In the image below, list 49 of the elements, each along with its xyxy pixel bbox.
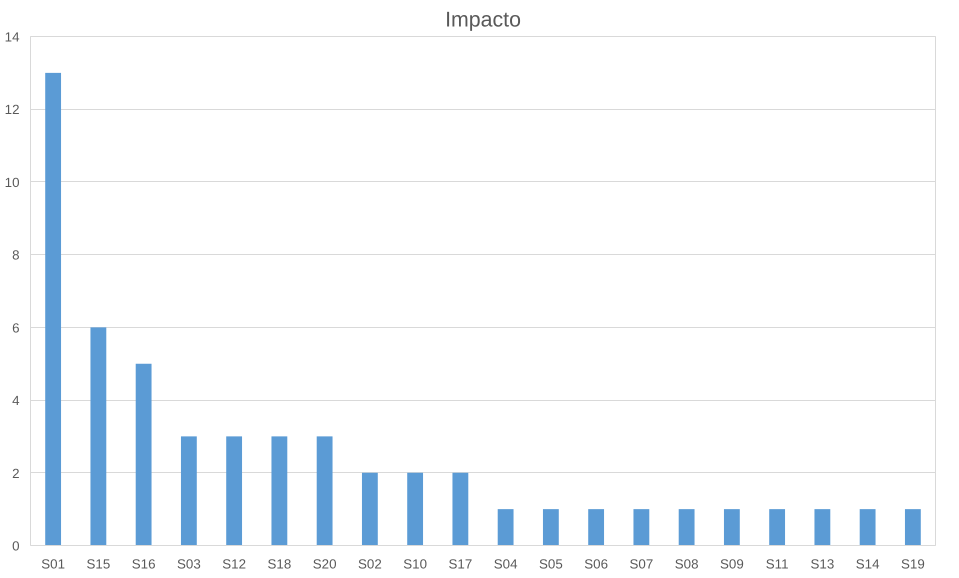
- y-tick-label: 12: [4, 102, 20, 118]
- x-tick-label: S09: [720, 556, 744, 572]
- bar: [860, 509, 876, 546]
- x-tick-label: S07: [630, 556, 654, 572]
- bar: [407, 472, 424, 546]
- x-tick-label: S04: [494, 556, 518, 572]
- x-tick-label: S12: [222, 556, 246, 572]
- bar: [362, 472, 378, 546]
- y-tick-label: 10: [4, 174, 20, 190]
- x-tick-label: S03: [177, 556, 201, 572]
- x-tick-label: S11: [766, 556, 788, 572]
- bar: [588, 509, 604, 546]
- x-tick-label: S06: [584, 556, 608, 572]
- y-tick-label: 0: [12, 538, 20, 554]
- x-tick-label: S15: [86, 556, 110, 572]
- bar: [904, 509, 921, 546]
- bar: [180, 436, 197, 546]
- x-tick-label: S13: [810, 556, 834, 572]
- bar: [90, 327, 106, 546]
- bar: [542, 509, 559, 546]
- y-tick-label: 4: [12, 393, 20, 408]
- bar: [136, 364, 152, 546]
- x-tick-label: S17: [448, 556, 472, 572]
- y-tick-label: 8: [12, 248, 20, 263]
- bar: [814, 509, 830, 546]
- bar: [45, 72, 62, 546]
- x-tick-label: S20: [312, 556, 336, 572]
- x-tick-label: S01: [41, 556, 65, 572]
- bar: [724, 509, 740, 546]
- chart-title: Impacto: [445, 8, 521, 32]
- bar: [271, 436, 288, 546]
- x-tick-label: S10: [403, 556, 427, 572]
- x-tick-label: S14: [856, 556, 880, 572]
- bar: [316, 436, 333, 546]
- y-tick-label: 6: [12, 320, 20, 336]
- bar: [633, 509, 650, 546]
- x-tick-label: S19: [901, 556, 925, 572]
- x-tick-label: S18: [268, 556, 292, 572]
- y-tick-label: 2: [12, 466, 20, 481]
- y-tick-label: 14: [4, 30, 20, 44]
- x-tick-label: S02: [358, 556, 382, 572]
- x-tick-label: S05: [539, 556, 563, 572]
- bar: [452, 472, 468, 546]
- bar: [226, 436, 242, 546]
- bar: [678, 509, 695, 546]
- x-tick-label: S08: [674, 556, 698, 572]
- bar: [498, 509, 514, 546]
- bar: [769, 509, 786, 546]
- x-tick-label: S16: [132, 556, 156, 572]
